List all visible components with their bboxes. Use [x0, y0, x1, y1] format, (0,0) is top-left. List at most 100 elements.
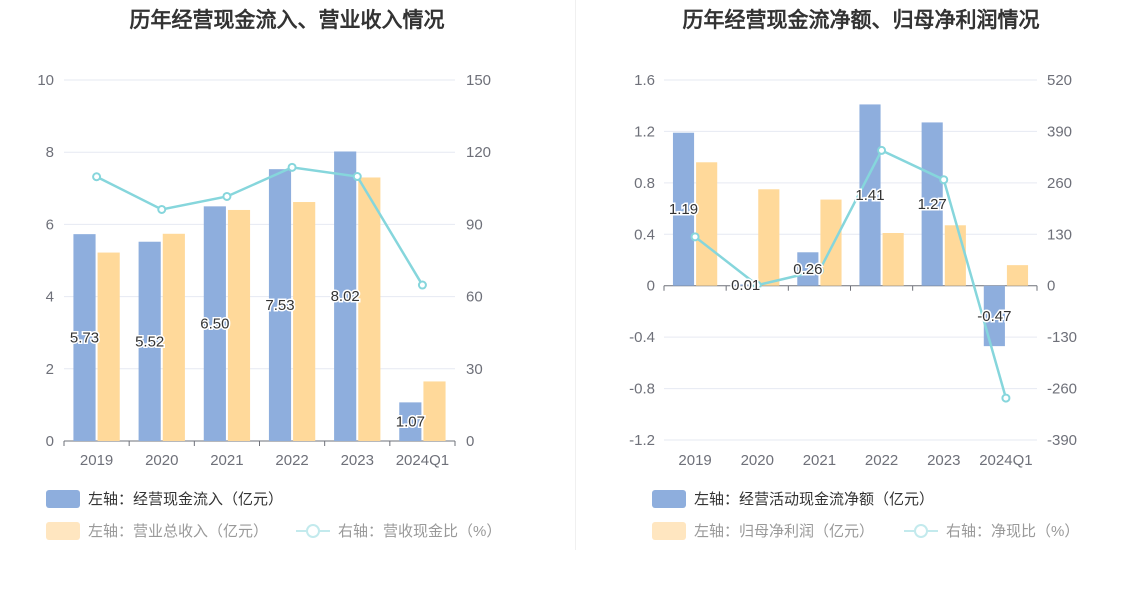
- chart-title: 历年经营现金流净额、归母净利润情况: [682, 8, 1040, 32]
- y-left-tick-label: 4: [46, 289, 54, 306]
- ratio-line-point: [222, 191, 232, 201]
- y-right-tick-label: 60: [466, 289, 483, 306]
- y-left-tick-label: 8: [46, 144, 54, 161]
- x-tick-label: 2019: [678, 452, 711, 469]
- ratio-line: [96, 166, 424, 286]
- bar-secondary: [293, 202, 316, 441]
- bar-primary: [735, 284, 757, 286]
- bar-primary: [672, 132, 695, 286]
- x-tick-label: 2022: [275, 452, 308, 469]
- bar-data-label: 7.53: [265, 297, 294, 314]
- y-right-tick-label: -260: [1047, 381, 1077, 398]
- y-right-tick-label: 0: [1047, 278, 1055, 295]
- y-left-tick-label: 0: [647, 278, 655, 295]
- legend-item-cash-inflow[interactable]: 左轴：经营现金流入（亿元）: [46, 488, 283, 509]
- legend-swatch-blue: [46, 489, 80, 508]
- bar-secondary: [944, 225, 966, 286]
- x-tick-label: 2024Q1: [979, 452, 1032, 469]
- y-right-tick-label: 520: [1047, 72, 1072, 89]
- y-left-tick-label: -1.2: [629, 432, 655, 449]
- x-tick-label: 2023: [341, 452, 374, 469]
- legend-label: 左轴：经营现金流入（亿元）: [88, 491, 284, 508]
- bar-data-label: 0.26: [793, 261, 822, 278]
- ratio-line-point: [287, 162, 297, 172]
- x-tick-label: 2020: [145, 452, 178, 469]
- chart-title: 历年经营现金流入、营业收入情况: [129, 8, 445, 32]
- y-right-tick-label: -390: [1047, 432, 1077, 449]
- bar-data-label: 1.19: [669, 201, 698, 218]
- y-left-tick-label: 1.6: [634, 72, 655, 89]
- legend-label: 左轴：归母净利润（亿元）: [694, 523, 875, 540]
- ratio-line: [694, 148, 1008, 399]
- bar-data-label: 1.27: [918, 196, 947, 213]
- y-left-tick-label: 0.8: [634, 175, 655, 192]
- legend-label: 右轴：营收现金比（%）: [338, 523, 502, 540]
- y-left-tick-label: 1.2: [634, 123, 655, 140]
- legend-swatch-orange: [652, 521, 686, 540]
- legend-item-revenue[interactable]: 左轴：营业总收入（亿元）: [46, 520, 268, 541]
- legend-line-icon: [904, 522, 938, 540]
- legend-item-ratio[interactable]: 右轴：营收现金比（%）: [296, 520, 501, 541]
- legend-swatch-blue: [652, 489, 686, 508]
- ratio-line-point: [877, 145, 887, 155]
- ratio-line-point: [690, 232, 700, 242]
- bar-data-label: 0.01: [731, 277, 760, 294]
- y-left-tick-label: 10: [37, 72, 54, 89]
- y-left-tick-label: 2: [46, 361, 54, 378]
- chart-panel-right: 历年经营现金流净额、归母净利润情况 1.6 1.2 0.8 0.4 0 -0.4 -0.8 -…: [574, 0, 1148, 589]
- bar-primary: [138, 241, 161, 441]
- legend-line-icon: [296, 522, 330, 540]
- chart-plot-area: 1.6 1.2 0.8 0.4 0 -0.4 -0.8 -1.2 520 390 260 130 0 -1…: [629, 72, 1077, 469]
- ratio-line-point: [752, 280, 762, 290]
- ratio-line-point: [157, 204, 167, 214]
- ratio-line-point: [92, 172, 102, 182]
- bar-data-label: 1.41: [855, 187, 884, 204]
- bar-secondary: [97, 252, 120, 441]
- panel-divider: [575, 0, 576, 550]
- x-tick-label: 2020: [741, 452, 774, 469]
- y-right-tick-label: 120: [466, 144, 491, 161]
- legend-label: 右轴：净现比（%）: [946, 523, 1080, 540]
- legend-label: 左轴：经营活动现金流净额（亿元）: [694, 491, 935, 508]
- bar-data-label: 5.52: [135, 333, 164, 350]
- bar-secondary: [162, 233, 185, 441]
- bar-secondary: [820, 199, 842, 286]
- legend-item-net-profit[interactable]: 左轴：归母净利润（亿元）: [652, 520, 874, 541]
- y-right-tick-label: -130: [1047, 329, 1077, 346]
- bar-primary: [334, 151, 357, 441]
- bar-primary: [983, 285, 1005, 347]
- legend-label: 左轴：营业总收入（亿元）: [88, 523, 269, 540]
- bar-secondary: [882, 233, 904, 286]
- y-right-tick-label: 150: [466, 72, 491, 89]
- y-right-tick-label: 0: [466, 433, 474, 450]
- bar-primary: [797, 252, 819, 286]
- bar-primary: [859, 104, 881, 286]
- bar-data-label: 8.02: [331, 288, 360, 305]
- ratio-line-point: [417, 280, 427, 290]
- bar-primary: [203, 206, 226, 441]
- bar-data-label: -0.47: [977, 308, 1011, 325]
- bar-data-label: 6.50: [200, 316, 229, 333]
- ratio-line-point: [1001, 393, 1011, 403]
- bar-primary: [268, 169, 292, 442]
- legend-item-ratio[interactable]: 右轴：净现比（%）: [904, 520, 1079, 541]
- y-left-tick-label: -0.8: [629, 381, 655, 398]
- bar-primary: [921, 122, 943, 286]
- x-tick-label: 2021: [210, 452, 243, 469]
- y-right-tick-label: 90: [466, 216, 483, 233]
- y-left-tick-label: -0.4: [629, 329, 655, 346]
- x-tick-label: 2024Q1: [396, 452, 449, 469]
- bar-secondary: [696, 162, 718, 286]
- bar-primary: [399, 402, 422, 441]
- bar-secondary: [423, 381, 446, 441]
- y-right-tick-label: 130: [1047, 226, 1072, 243]
- ratio-line-point: [352, 172, 362, 182]
- y-right-tick-label: 390: [1047, 123, 1072, 140]
- bar-data-label: 5.73: [70, 330, 99, 347]
- bar-secondary: [758, 189, 780, 286]
- chart-plot-area: 10 8 6 4 2 0 150 120 90 60 30 0 2019 2020 2021 2022 2023…: [37, 72, 491, 469]
- y-left-tick-label: 6: [46, 216, 54, 233]
- legend-item-net-cash-flow[interactable]: 左轴：经营活动现金流净额（亿元）: [652, 488, 934, 509]
- ratio-line-point: [814, 266, 824, 276]
- chart-panel-left: 历年经营现金流入、营业收入情况 10 8 6 4 2 0 150 120 90 60 30 0 2019…: [37, 8, 501, 541]
